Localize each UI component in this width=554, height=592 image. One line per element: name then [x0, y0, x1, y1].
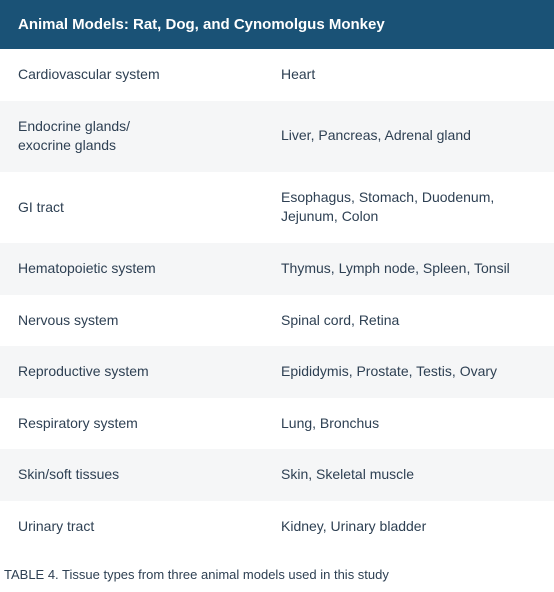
table-row: Reproductive system Epididymis, Prostate…	[0, 346, 554, 398]
system-cell: Reproductive system	[0, 346, 277, 398]
system-cell: Urinary tract	[0, 501, 277, 553]
tissues-cell: Heart	[277, 49, 554, 101]
table-row: Endocrine glands/exocrine glands Liver, …	[0, 101, 554, 172]
table-body: Cardiovascular system Heart Endocrine gl…	[0, 49, 554, 553]
table-row: Skin/soft tissues Skin, Skeletal muscle	[0, 449, 554, 501]
tissues-cell: Liver, Pancreas, Adrenal gland	[277, 101, 554, 172]
table-row: Hematopoietic system Thymus, Lymph node,…	[0, 243, 554, 295]
tissues-cell: Spinal cord, Retina	[277, 295, 554, 347]
system-cell: Skin/soft tissues	[0, 449, 277, 501]
tissues-cell: Epididymis, Prostate, Testis, Ovary	[277, 346, 554, 398]
system-cell: Hematopoietic system	[0, 243, 277, 295]
table-row: Cardiovascular system Heart	[0, 49, 554, 101]
tissues-cell: Thymus, Lymph node, Spleen, Tonsil	[277, 243, 554, 295]
system-cell: Endocrine glands/exocrine glands	[0, 101, 277, 172]
system-cell: Respiratory system	[0, 398, 277, 450]
system-cell: Cardiovascular system	[0, 49, 277, 101]
tissues-cell: Skin, Skeletal muscle	[277, 449, 554, 501]
table-row: Nervous system Spinal cord, Retina	[0, 295, 554, 347]
tissues-cell: Kidney, Urinary bladder	[277, 501, 554, 553]
table-header: Animal Models: Rat, Dog, and Cynomolgus …	[0, 0, 554, 49]
table-row: Respiratory system Lung, Bronchus	[0, 398, 554, 450]
table-header-row: Animal Models: Rat, Dog, and Cynomolgus …	[0, 0, 554, 49]
table-row: GI tract Esophagus, Stomach, Duodenum, J…	[0, 172, 554, 243]
system-cell: GI tract	[0, 172, 277, 243]
table-row: Urinary tract Kidney, Urinary bladder	[0, 501, 554, 553]
table-caption: TABLE 4. Tissue types from three animal …	[0, 553, 554, 592]
tissues-cell: Esophagus, Stomach, Duodenum, Jejunum, C…	[277, 172, 554, 243]
animal-models-table: Animal Models: Rat, Dog, and Cynomolgus …	[0, 0, 554, 553]
tissues-cell: Lung, Bronchus	[277, 398, 554, 450]
system-cell: Nervous system	[0, 295, 277, 347]
